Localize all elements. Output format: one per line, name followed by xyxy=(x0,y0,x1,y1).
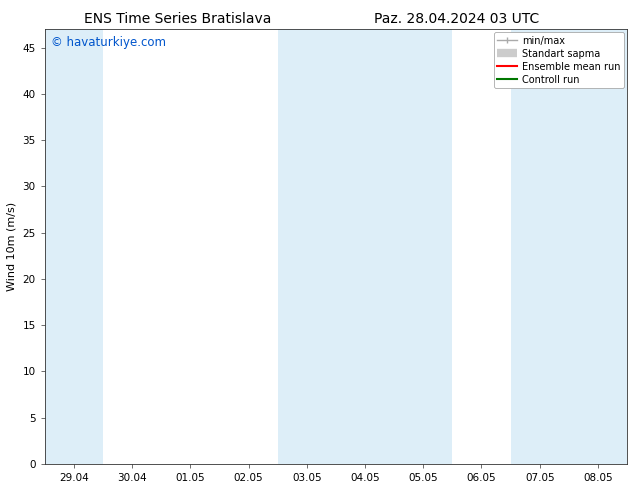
Y-axis label: Wind 10m (m/s): Wind 10m (m/s) xyxy=(7,202,17,291)
Bar xyxy=(45,29,103,464)
Text: © havaturkiye.com: © havaturkiye.com xyxy=(51,35,165,49)
Text: ENS Time Series Bratislava: ENS Time Series Bratislava xyxy=(84,12,271,26)
Bar xyxy=(569,29,627,464)
Legend: min/max, Standart sapma, Ensemble mean run, Controll run: min/max, Standart sapma, Ensemble mean r… xyxy=(493,32,624,88)
Bar xyxy=(278,29,336,464)
Text: Paz. 28.04.2024 03 UTC: Paz. 28.04.2024 03 UTC xyxy=(374,12,539,26)
Bar xyxy=(510,29,569,464)
Bar xyxy=(394,29,453,464)
Bar xyxy=(336,29,394,464)
